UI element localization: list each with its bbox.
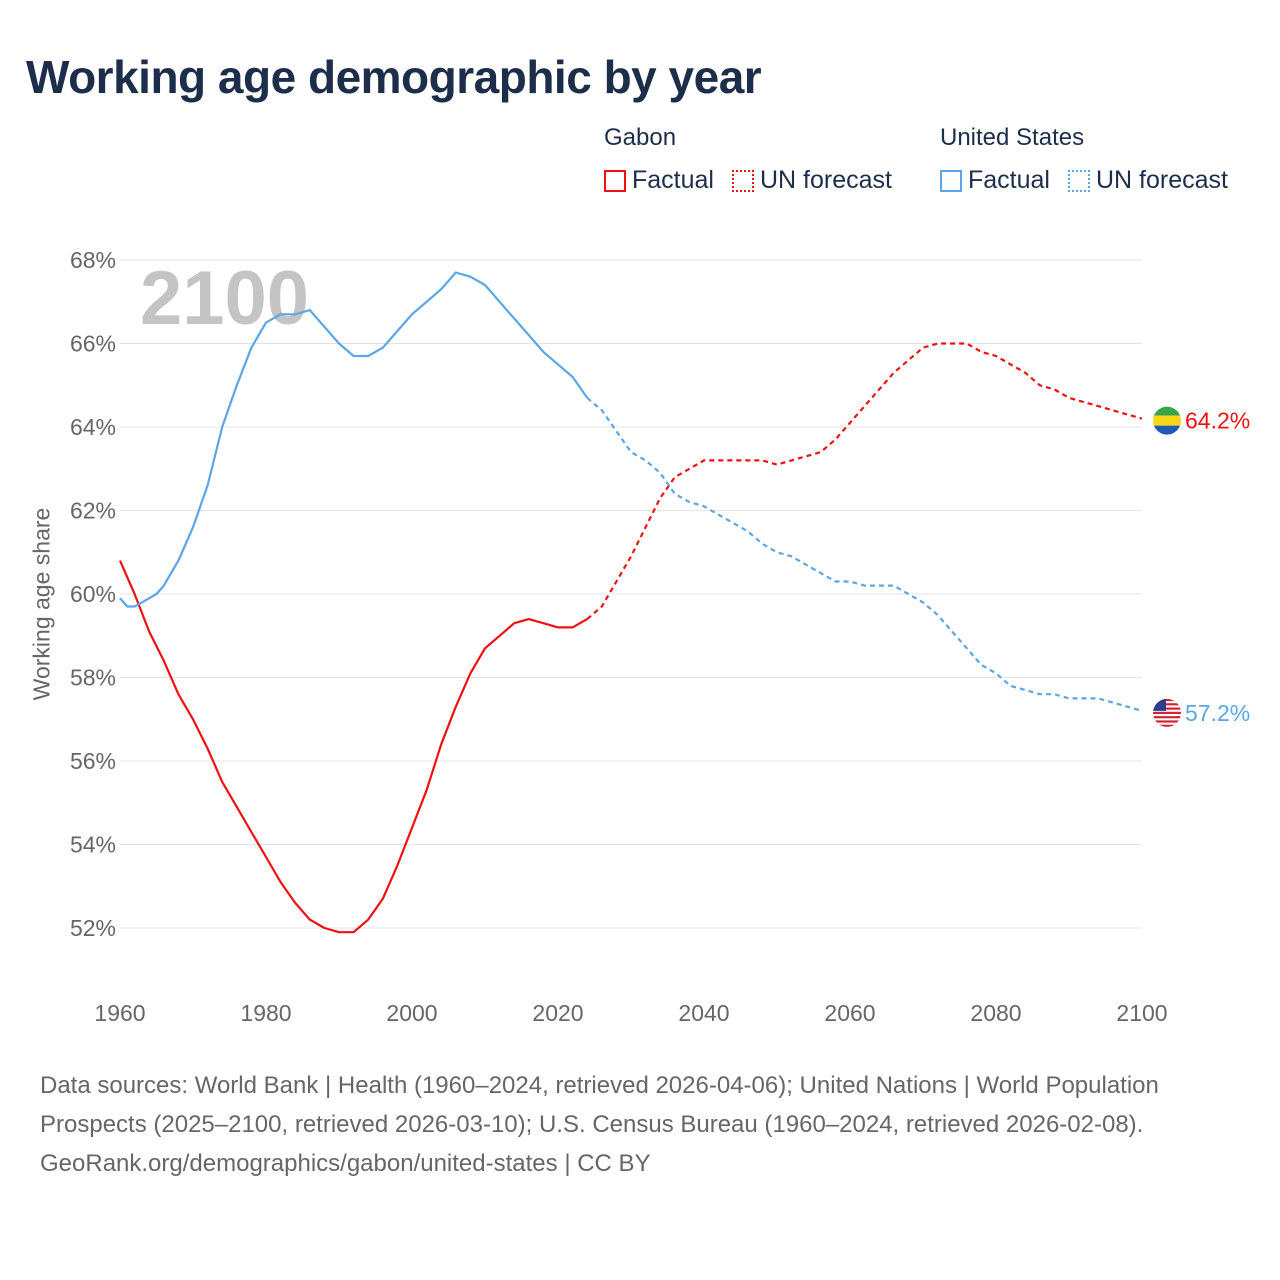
y-tick-label: 58% [70,665,116,691]
gabon-flag-icon [1153,406,1181,435]
legend-item-us-forecast[interactable]: UN forecast [1067,166,1228,195]
y-tick-label: 54% [70,832,116,858]
us-flag-icon [1153,698,1181,727]
x-tick-label: 2100 [1116,1000,1167,1026]
x-tick-label: 2020 [532,1000,583,1026]
y-tick-label: 66% [70,331,116,357]
x-tick-label: 1960 [94,1000,145,1026]
series-line-gabon-factual [118,560,588,934]
legend-group-title: Gabon [604,124,677,151]
y-tick-label: 64% [70,414,116,440]
legend-label: UN forecast [759,166,892,194]
legend-item-gabon-factual[interactable]: Factual [604,166,714,195]
line-chart: 52% 54% 56% 58% 60% 62% 64% 66% 68% 1960 1980 2000 2… [70,247,1250,1026]
legend-group-united-states: United States Factual UN forecast [940,124,1228,195]
legend-label: Factual [968,166,1050,194]
x-tick-label: 2060 [824,1000,875,1026]
footer: Data sources: World Bank | Health (1960–… [40,1066,1220,1183]
series-line-gabon-forecast [586,342,1143,620]
y-tick-label: 62% [70,498,116,524]
chart-title: Working age demographic by year [26,51,762,103]
legend-item-us-factual[interactable]: Factual [940,166,1050,195]
legend-group-title: United States [940,124,1085,151]
y-tick-label: 56% [70,748,116,774]
y-tick-label: 68% [70,247,116,273]
credit-link[interactable]: GeoRank.org/demographics/gabon/united-st… [40,1150,651,1177]
x-tick-label: 2040 [678,1000,729,1026]
legend-item-gabon-forecast[interactable]: UN forecast [731,166,892,195]
legend-swatch-solid [604,169,626,192]
series-line-united-states-factual [119,271,589,608]
x-tick-label: 2080 [970,1000,1021,1026]
legend-swatch-dotted [731,169,754,192]
legend-swatch-solid [940,169,962,192]
legend-label: Factual [632,166,714,194]
legend-label: UN forecast [1095,166,1228,194]
data-sources: Data sources: World Bank | Health (1960–… [40,1072,1159,1138]
x-tick-label: 1980 [240,1000,291,1026]
x-tick-label: 2000 [386,1000,437,1026]
legend-swatch-dotted [1067,169,1090,192]
legend-group-gabon: Gabon Factual UN forecast [604,124,892,195]
series-line-united-states-forecast [586,396,1143,712]
year-watermark: 2100 [140,256,309,341]
end-value-label: 57.2% [1185,700,1250,726]
y-tick-label: 52% [70,915,116,941]
y-tick-label: 60% [70,581,116,607]
end-value-label: 64.2% [1185,408,1250,434]
